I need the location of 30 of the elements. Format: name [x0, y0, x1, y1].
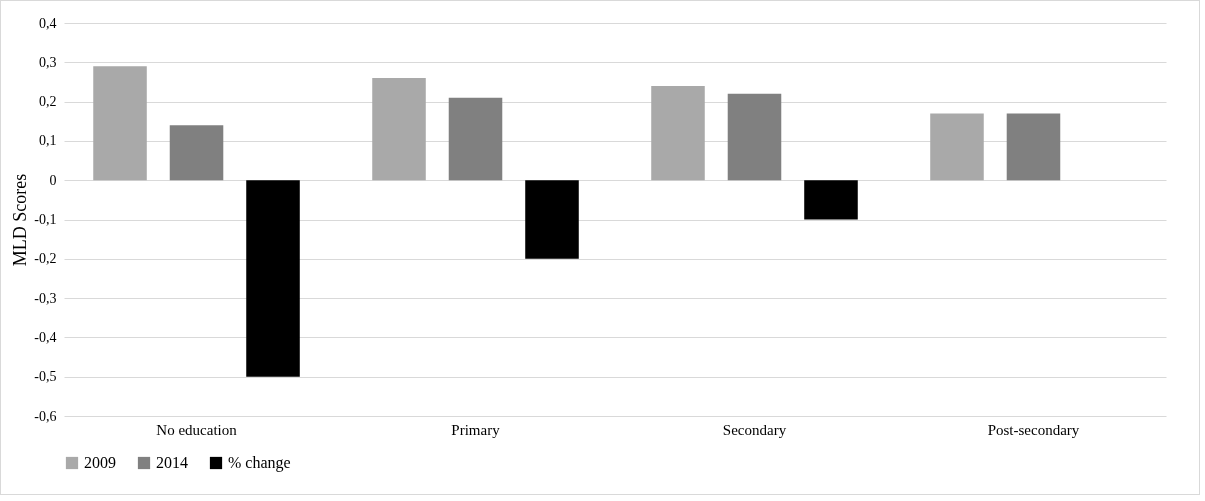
y-tick-label: 0,3 — [39, 54, 57, 70]
legend-label: % change — [228, 454, 291, 472]
bar — [246, 180, 300, 377]
bar — [372, 78, 426, 181]
y-tick-label: -0,5 — [34, 369, 57, 385]
y-tick-label: -0,4 — [34, 329, 57, 345]
y-tick-label: -0,2 — [34, 251, 57, 267]
legend-label: 2009 — [84, 454, 116, 471]
bar — [1006, 113, 1061, 181]
x-tick-label: No education — [156, 421, 238, 438]
x-tick-label: Secondary — [722, 421, 787, 438]
bar — [169, 125, 224, 181]
x-tick-label: Post-secondary — [987, 421, 1080, 438]
bar — [525, 180, 579, 259]
y-tick-label: 0,4 — [39, 15, 57, 31]
y-axis-title: MLD Scores — [10, 173, 31, 267]
x-tick-label: Primary — [451, 421, 501, 438]
y-tick-label: -0,1 — [34, 212, 57, 227]
y-tick-label: 0,2 — [39, 94, 57, 110]
bar — [804, 180, 858, 220]
y-tick-label: -0,3 — [34, 290, 57, 306]
y-tick-label: -0,6 — [34, 408, 57, 424]
y-tick-label: 0,1 — [39, 133, 57, 149]
legend-label: 2014 — [156, 454, 188, 471]
bar — [448, 97, 503, 181]
y-tick-label: 0 — [49, 172, 57, 188]
bar — [930, 113, 984, 181]
bar — [651, 85, 705, 181]
bar — [93, 66, 147, 181]
bar — [727, 93, 782, 181]
